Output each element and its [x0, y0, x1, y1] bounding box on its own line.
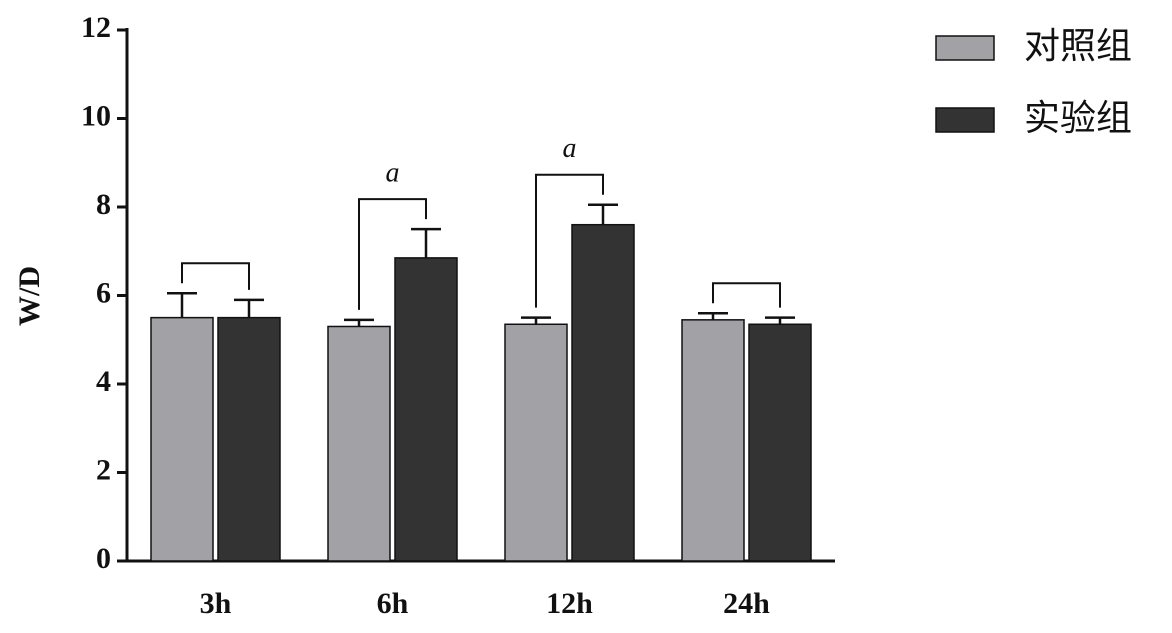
error-bar — [234, 298, 264, 318]
bar — [327, 325, 391, 562]
significance-bracket — [358, 198, 427, 310]
significance-bracket — [712, 282, 781, 308]
annotation: a — [563, 133, 577, 164]
y-axis-label: W/D — [13, 266, 46, 326]
bar — [681, 319, 745, 562]
y-tick-label: 4 — [96, 365, 111, 398]
significance-bracket — [181, 262, 250, 290]
legend-swatch — [935, 35, 995, 61]
bar — [150, 316, 214, 562]
error-bar — [411, 227, 441, 258]
x-tick-label: 12h — [546, 587, 593, 620]
legend-label: 对照组 — [1024, 26, 1132, 67]
x-tick-label: 24h — [723, 587, 770, 620]
error-bar — [588, 203, 618, 225]
x-tick-label: 3h — [200, 587, 232, 620]
significance-bracket — [535, 173, 604, 308]
error-bar — [698, 311, 728, 320]
error-bar — [765, 316, 795, 325]
annotation: a — [386, 158, 400, 189]
bar — [748, 323, 812, 562]
y-tick-label: 10 — [81, 99, 111, 132]
bar — [394, 257, 458, 562]
error-bar — [167, 292, 197, 318]
bar — [504, 323, 568, 562]
y-tick-label: 0 — [96, 542, 111, 575]
error-bar — [344, 318, 374, 327]
bar — [217, 316, 281, 562]
y-tick-label: 6 — [96, 276, 111, 309]
legend-label: 实验组 — [1024, 98, 1132, 139]
error-bar — [521, 316, 551, 325]
y-tick-label: 8 — [96, 188, 111, 221]
x-tick-label: 6h — [377, 587, 409, 620]
bar — [571, 223, 635, 562]
y-tick-label: 2 — [96, 453, 111, 486]
y-tick-label: 12 — [81, 11, 111, 44]
legend-swatch — [935, 107, 995, 133]
